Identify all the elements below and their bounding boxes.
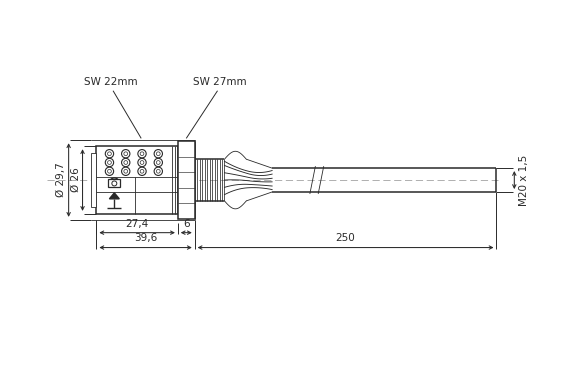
Text: SW 27mm: SW 27mm — [193, 77, 246, 87]
Bar — [92, 153, 96, 207]
Text: Ø 26: Ø 26 — [70, 168, 81, 192]
Text: 39,6: 39,6 — [134, 232, 157, 243]
Text: 250: 250 — [336, 232, 355, 243]
Text: 6: 6 — [183, 219, 190, 229]
Polygon shape — [110, 193, 119, 199]
Bar — [108, 180, 120, 188]
Text: M20 x 1,5: M20 x 1,5 — [519, 154, 529, 206]
Text: 27,4: 27,4 — [126, 219, 149, 229]
Bar — [178, 141, 194, 219]
Text: Ø 29,7: Ø 29,7 — [56, 163, 66, 197]
Text: SW 22mm: SW 22mm — [84, 77, 138, 87]
Bar — [96, 146, 178, 214]
